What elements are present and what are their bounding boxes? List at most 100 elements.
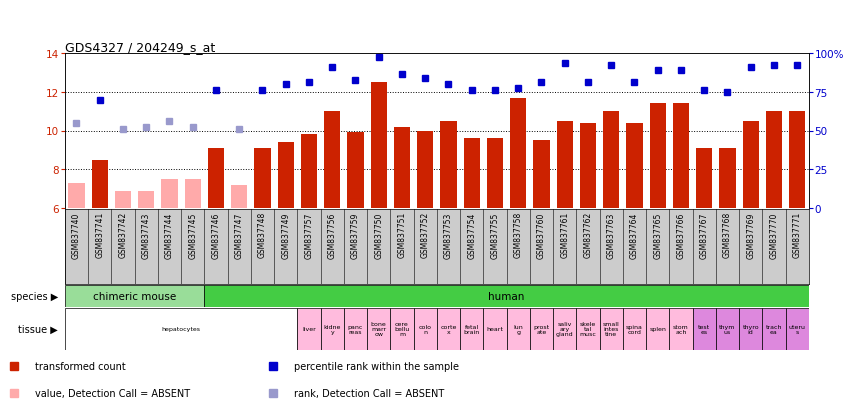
Text: GDS4327 / 204249_s_at: GDS4327 / 204249_s_at — [65, 41, 215, 54]
Text: GSM837742: GSM837742 — [119, 212, 127, 258]
Text: kidne
y: kidne y — [324, 324, 341, 334]
Text: chimeric mouse: chimeric mouse — [93, 291, 176, 301]
Bar — [65, 285, 204, 307]
Text: GSM837761: GSM837761 — [561, 212, 569, 258]
Text: bone
marr
ow: bone marr ow — [371, 322, 387, 337]
Bar — [184, 180, 201, 209]
Bar — [208, 149, 224, 209]
Bar — [460, 308, 484, 350]
Bar — [720, 149, 735, 209]
Bar — [138, 191, 154, 209]
Text: GSM837740: GSM837740 — [72, 212, 81, 258]
Text: thym
us: thym us — [719, 324, 735, 334]
Bar — [162, 180, 177, 209]
Text: human: human — [489, 291, 525, 301]
Bar — [367, 308, 390, 350]
Bar — [742, 121, 759, 209]
Text: small
intes
tine: small intes tine — [603, 322, 619, 337]
Text: GSM837766: GSM837766 — [676, 212, 685, 258]
Text: GSM837741: GSM837741 — [95, 212, 105, 258]
Text: GSM837768: GSM837768 — [723, 212, 732, 258]
Bar — [115, 191, 131, 209]
Bar — [278, 143, 294, 209]
Bar — [534, 141, 549, 209]
Bar — [603, 112, 619, 209]
Text: prost
ate: prost ate — [534, 324, 549, 334]
Text: GSM837745: GSM837745 — [189, 212, 197, 258]
Text: rank, Detection Call = ABSENT: rank, Detection Call = ABSENT — [294, 388, 445, 398]
Text: spina
cord: spina cord — [626, 324, 643, 334]
Bar — [344, 308, 367, 350]
Bar — [576, 308, 599, 350]
Bar — [507, 308, 530, 350]
Bar — [693, 308, 716, 350]
Text: GSM837748: GSM837748 — [258, 212, 267, 258]
Bar — [785, 308, 809, 350]
Text: heart: heart — [486, 327, 503, 332]
Text: GSM837747: GSM837747 — [234, 212, 244, 258]
Bar — [413, 308, 437, 350]
Bar — [298, 308, 321, 350]
Text: liver: liver — [302, 327, 316, 332]
Text: hepatocytes: hepatocytes — [162, 327, 201, 332]
Text: GSM837744: GSM837744 — [165, 212, 174, 258]
Text: GSM837763: GSM837763 — [606, 212, 616, 258]
Bar — [673, 104, 689, 209]
Text: GSM837767: GSM837767 — [700, 212, 708, 258]
Text: test
es: test es — [698, 324, 710, 334]
Bar — [370, 83, 387, 209]
Text: GSM837765: GSM837765 — [653, 212, 663, 258]
Bar — [556, 121, 573, 209]
Text: GSM837743: GSM837743 — [142, 212, 151, 258]
Bar — [440, 121, 457, 209]
Bar — [254, 149, 271, 209]
Text: tissue ▶: tissue ▶ — [18, 324, 58, 334]
Bar — [580, 123, 596, 209]
Text: GSM837753: GSM837753 — [444, 212, 453, 258]
Text: cere
bellu
m: cere bellu m — [394, 322, 410, 337]
Bar — [529, 308, 553, 350]
Bar — [739, 308, 762, 350]
Text: GSM837758: GSM837758 — [514, 212, 522, 258]
Text: GSM837769: GSM837769 — [746, 212, 755, 258]
Bar — [650, 104, 666, 209]
Text: stom
ach: stom ach — [673, 324, 689, 334]
Bar — [92, 160, 108, 209]
Text: GSM837749: GSM837749 — [281, 212, 291, 258]
Text: saliv
ary
gland: saliv ary gland — [556, 322, 573, 337]
Text: GSM837757: GSM837757 — [304, 212, 313, 258]
Text: GSM837764: GSM837764 — [630, 212, 639, 258]
Bar — [437, 308, 460, 350]
Text: GSM837754: GSM837754 — [467, 212, 477, 258]
Bar — [487, 139, 503, 209]
Bar — [390, 308, 413, 350]
Text: GSM837759: GSM837759 — [351, 212, 360, 258]
Bar — [417, 131, 433, 209]
Text: percentile rank within the sample: percentile rank within the sample — [294, 361, 459, 371]
Text: splen: splen — [650, 327, 666, 332]
Text: GSM837756: GSM837756 — [328, 212, 336, 258]
Text: thyro
id: thyro id — [742, 324, 759, 334]
Bar — [623, 308, 646, 350]
Text: uteru
s: uteru s — [789, 324, 805, 334]
Text: panc
reas: panc reas — [348, 324, 363, 334]
Bar — [646, 308, 670, 350]
Bar — [626, 123, 643, 209]
Text: fetal
brain: fetal brain — [464, 324, 480, 334]
Bar — [766, 112, 782, 209]
Text: GSM837752: GSM837752 — [420, 212, 430, 258]
Text: skele
tal
musc: skele tal musc — [580, 322, 596, 337]
Bar — [464, 139, 480, 209]
Bar — [231, 185, 247, 209]
Bar — [301, 135, 317, 209]
Bar — [348, 133, 363, 209]
Text: value, Detection Call = ABSENT: value, Detection Call = ABSENT — [35, 388, 189, 398]
Text: corte
x: corte x — [440, 324, 457, 334]
Text: trach
ea: trach ea — [766, 324, 782, 334]
Bar — [789, 112, 805, 209]
Bar — [696, 149, 712, 209]
Bar — [670, 308, 693, 350]
Text: GSM837762: GSM837762 — [583, 212, 593, 258]
Text: GSM837771: GSM837771 — [792, 212, 802, 258]
Text: GSM837751: GSM837751 — [397, 212, 407, 258]
